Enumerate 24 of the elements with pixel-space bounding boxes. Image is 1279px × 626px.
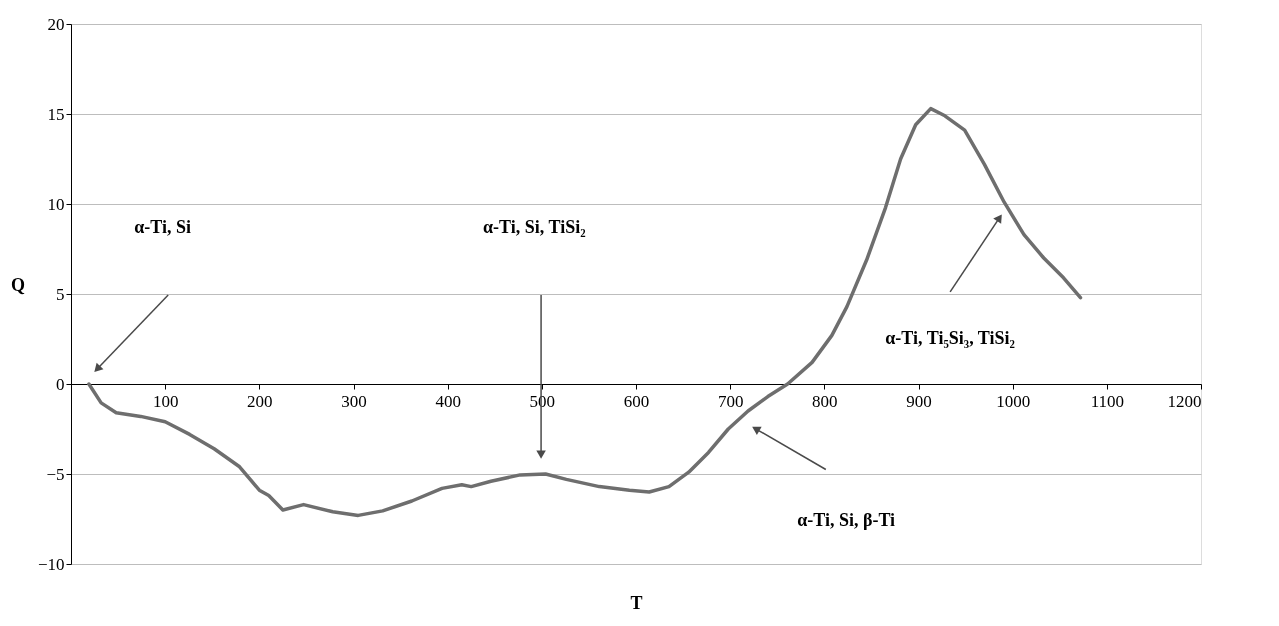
y-tick-label: −10 (37, 554, 65, 574)
x-tick-label: 600 (623, 391, 650, 411)
annotation: α-Ti, Si, β-Ti (797, 510, 896, 531)
x-tick-label: 100 (152, 391, 179, 411)
annotation: α-Ti, Ti₅Si₃, TiSi₂ (885, 328, 1015, 349)
x-tick-label: 700 (717, 391, 744, 411)
y-axis-title: Q (10, 274, 25, 295)
x-tick-label: 900 (906, 391, 932, 411)
x-tick-label: 200 (247, 391, 273, 411)
y-tick-label: 20 (47, 14, 65, 34)
annotation: α-Ti, Si, TiSi₂ (483, 216, 586, 237)
x-tick-label: 400 (435, 391, 461, 411)
x-tick-label: 1000 (996, 391, 1031, 411)
x-axis-title: T (630, 592, 643, 613)
y-tick-label: 5 (56, 284, 65, 304)
x-tick-label: 1100 (1090, 391, 1125, 411)
y-tick-label: 10 (47, 194, 65, 214)
x-tick-label: 1200 (1167, 391, 1202, 411)
x-tick-label: 300 (341, 391, 367, 411)
y-tick-label: 15 (47, 104, 65, 124)
x-tick-label: 800 (812, 391, 838, 411)
annotation: α-Ti, Si (134, 216, 191, 237)
y-tick-label: 0 (56, 374, 65, 394)
y-tick-label: −5 (46, 464, 65, 484)
